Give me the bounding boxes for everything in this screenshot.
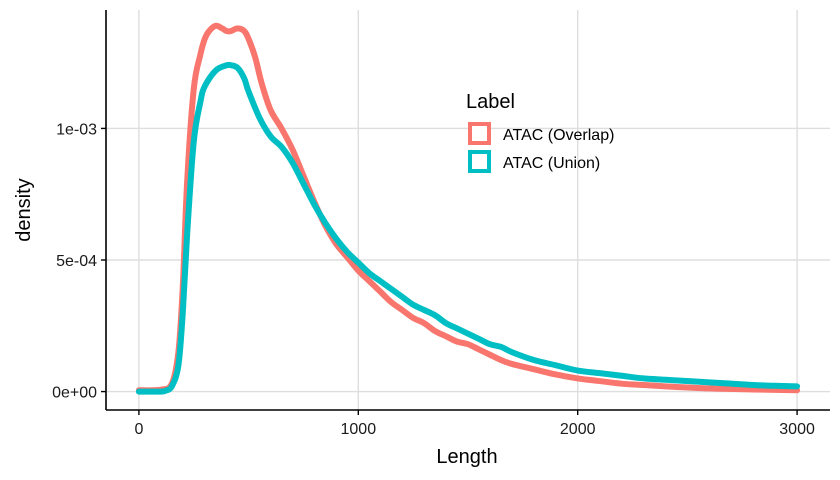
legend-title: Label [466,91,515,113]
ticks: 0 1000 2000 3000 0e+00 5e-04 1e-03 [52,121,815,438]
x-tick-label: 0 [134,421,143,438]
axes [105,10,830,411]
legend-entry-label: ATAC (Union) [503,155,600,172]
y-axis-title: density [13,178,35,241]
y-tick-label: 5e-04 [56,253,97,270]
y-tick-label: 0e+00 [52,385,97,402]
x-tick-label: 3000 [779,421,815,438]
legend: Label ATAC (Overlap) ATAC (Union) [466,91,614,173]
series-line-atac-union [135,61,801,395]
legend-key [468,150,491,173]
x-axis-title: Length [436,446,497,468]
x-tick-label: 2000 [560,421,596,438]
legend-entry-label: ATAC (Overlap) [503,127,614,144]
legend-key [468,122,491,145]
series-lines [135,22,801,395]
series-line-atac-overlap [135,22,801,394]
y-tick-label: 1e-03 [56,121,97,138]
x-tick-label: 1000 [341,421,377,438]
